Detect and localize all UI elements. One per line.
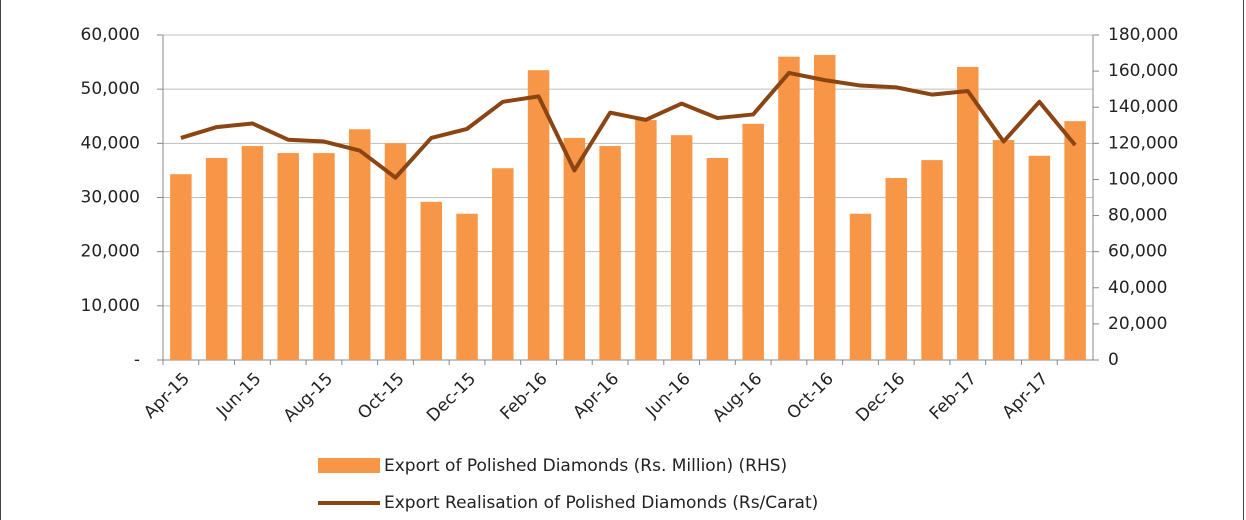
bar (205, 157, 228, 360)
y-tick-label: 10,000 (81, 296, 140, 316)
bar (1064, 121, 1086, 360)
y2-tick-label: 80,000 (1108, 206, 1167, 226)
y-tick-label: 60,000 (81, 25, 140, 45)
y2-tick-label: 0 (1108, 350, 1119, 370)
x-tick-label: Feb-16 (497, 369, 552, 424)
bar (313, 153, 335, 360)
bar (706, 157, 729, 360)
x-tick-label: Apr-17 (999, 369, 1053, 423)
x-tick-label: Jun-15 (212, 369, 265, 422)
y2-tick-label: 20,000 (1108, 314, 1167, 334)
bar (670, 135, 693, 360)
y2-tick-label: 160,000 (1108, 61, 1178, 81)
bar (778, 56, 800, 361)
bar (527, 70, 550, 360)
x-tick-label: Oct-15 (354, 369, 409, 424)
x-tick-label: Dec-15 (423, 369, 480, 426)
bar (885, 178, 907, 360)
y2-tick-label: 120,000 (1108, 133, 1178, 153)
bar (563, 137, 586, 360)
bar (170, 174, 192, 360)
y2-tick-label: 140,000 (1108, 97, 1178, 117)
line (180, 70, 1077, 180)
bar (635, 120, 657, 361)
bar (957, 66, 979, 360)
x-tick-label: Jun-16 (641, 369, 694, 422)
legend-label: Export of Polished Diamonds (Rs. Million… (384, 456, 787, 476)
legend-swatch (318, 458, 380, 473)
bar (349, 129, 371, 360)
bar (992, 140, 1015, 360)
bar (384, 143, 407, 360)
x-tick-label: Feb-17 (926, 369, 981, 424)
bar (456, 213, 478, 360)
y-tick-label: 30,000 (81, 188, 140, 208)
y-tick-label: 20,000 (81, 242, 140, 262)
x-tick-label: Apr-16 (569, 369, 623, 423)
y-tick-label: 40,000 (81, 133, 140, 153)
bar (742, 123, 764, 360)
bar (241, 146, 264, 360)
bar (492, 168, 514, 360)
x-tick-label: Apr-15 (140, 369, 194, 423)
bar (599, 146, 621, 360)
bar (1028, 155, 1051, 360)
y2-tick-label: 60,000 (1108, 242, 1167, 262)
x-tick-label: Aug-16 (709, 369, 766, 426)
y2-tick-label: 180,000 (1108, 25, 1178, 45)
y2-tick-label: 40,000 (1108, 278, 1167, 298)
bar (814, 55, 836, 361)
bar (420, 201, 442, 360)
legend-label: Export Realisation of Polished Diamonds … (384, 493, 818, 513)
bar (849, 213, 872, 360)
y2-tick-label: 100,000 (1108, 169, 1178, 189)
x-tick-label: Oct-16 (783, 369, 838, 424)
x-tick-label: Aug-15 (280, 369, 337, 426)
x-tick-label: Dec-16 (852, 369, 909, 426)
y-tick-label: 50,000 (81, 79, 140, 99)
bar (921, 160, 943, 360)
bar (277, 153, 299, 360)
y-tick-label: - (134, 350, 140, 370)
